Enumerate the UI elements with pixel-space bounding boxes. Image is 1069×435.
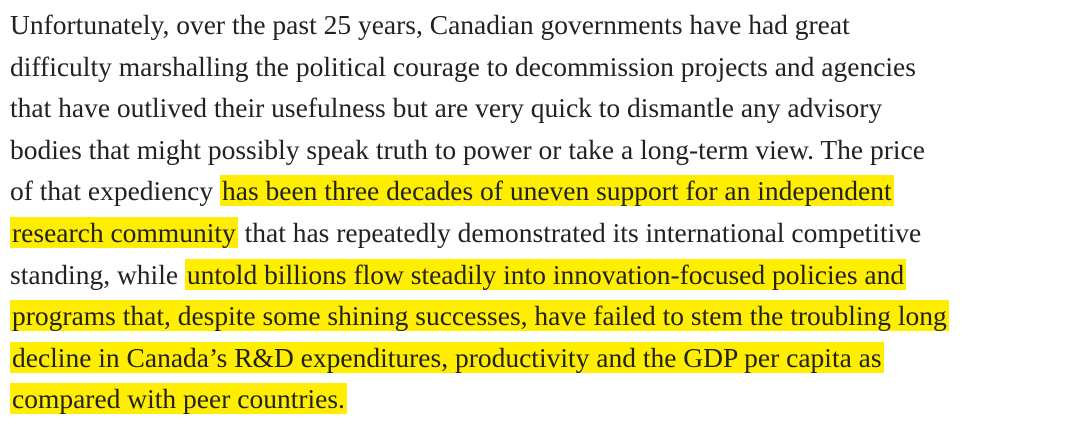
text-line: of that expediency has been three decade… [10, 170, 1065, 212]
text-line: decline in Canada’s R&D expenditures, pr… [10, 337, 1065, 379]
highlighted-text: has been three decades of uneven support… [219, 175, 894, 207]
text-line: Unfortunately, over the past 25 years, C… [10, 4, 1065, 46]
text: Unfortunately, over the past 25 years, C… [10, 9, 850, 40]
text-line: bodies that might possibly speak truth t… [10, 129, 1065, 171]
text: standing, while [10, 258, 179, 290]
text-line: programs that, despite some shining succ… [10, 295, 1065, 337]
text-line: research community that has repeatedly d… [10, 212, 1065, 254]
highlighted-text: research community [10, 216, 238, 248]
text: bodies that might possibly speak truth t… [10, 133, 925, 165]
text-line: standing, while untold billions flow ste… [10, 254, 1065, 296]
text-line: that have outlived their usefulness but … [10, 87, 1065, 129]
highlighted-text: programs that, despite some shining succ… [10, 300, 949, 332]
text: that have outlived their usefulness but … [10, 92, 883, 124]
text: difficulty marshalling the political cou… [10, 50, 916, 82]
text-line: compared with peer countries. [10, 378, 1065, 420]
text: of that expediency [10, 175, 214, 207]
highlighted-text: compared with peer countries. [10, 383, 347, 415]
text-line: difficulty marshalling the political cou… [10, 46, 1065, 88]
highlighted-text: decline in Canada’s R&D expenditures, pr… [10, 341, 884, 373]
article-paragraph: Unfortunately, over the past 25 years, C… [10, 4, 1065, 420]
highlighted-text: untold billions flow steadily into innov… [184, 258, 907, 290]
text: that has repeatedly demonstrated its int… [244, 216, 922, 248]
